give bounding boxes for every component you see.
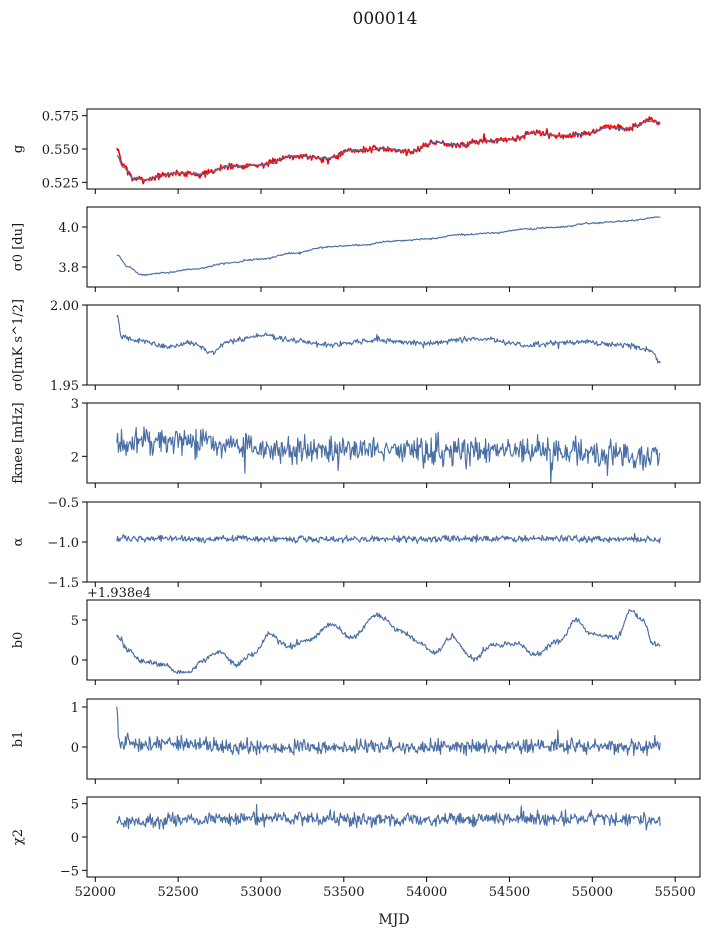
- y-tick-label: 5: [71, 798, 79, 813]
- y-tick-label: −1.0: [47, 536, 79, 551]
- axes-frame: [86, 501, 701, 583]
- y-tick-label: 3.8: [58, 261, 79, 276]
- x-tick-label: 53000: [240, 885, 281, 900]
- y-tick-label: −5: [60, 864, 79, 879]
- x-axis-label: MJD: [378, 912, 409, 928]
- series-line: [116, 609, 661, 674]
- y-axis-label: σ0[mK s^1/2]: [11, 299, 26, 391]
- x-tick-label: 54000: [406, 885, 447, 900]
- series-line: [116, 314, 661, 364]
- y-tick-label: 3: [71, 397, 79, 412]
- y-axis-label: σ0 [du]: [11, 223, 26, 271]
- panel-chi2: −5 0 5 52000 52500 53000 53500 54000 54500 55000 5…: [11, 796, 701, 900]
- axes-frame: [86, 796, 701, 878]
- series-line: [116, 804, 661, 831]
- panel-sigma0-du: 3.8 4.0 σ0 [du]: [11, 206, 701, 292]
- y-axis-label: b0: [11, 632, 26, 649]
- series-line: [116, 533, 661, 544]
- axes-frame: [86, 698, 701, 780]
- panel-fknee: 2 3 fknee [mHz]: [11, 397, 701, 488]
- y-axis-label: α: [11, 537, 26, 546]
- y-axis-label: fknee [mHz]: [11, 402, 26, 483]
- y-tick-label: 0.550: [42, 143, 79, 158]
- series-line: [116, 216, 661, 277]
- y-tick-label: 0: [71, 654, 79, 669]
- y-tick-label: 5: [71, 614, 79, 629]
- panel-alpha: −1.5 −1.0 −0.5 α: [11, 496, 701, 591]
- figure-title: 000014: [353, 9, 418, 29]
- axes-frame: [86, 599, 701, 681]
- y-tick-label: 0.525: [42, 176, 79, 191]
- series-line: [116, 120, 661, 181]
- series-line: [116, 706, 661, 757]
- panel-sigma0-mk: 1.95 2.00 σ0[mK s^1/2]: [11, 299, 701, 394]
- y-axis-label: χ2: [11, 829, 26, 845]
- axes-frame: [86, 304, 701, 386]
- x-tick-label: 53500: [323, 885, 364, 900]
- y-tick-label: −0.5: [47, 496, 79, 511]
- y-axis-label: b1: [11, 731, 26, 748]
- panel-b1: 0 1 b1: [11, 698, 701, 784]
- y-tick-label: 0.575: [42, 110, 79, 125]
- x-tick-label: 55500: [654, 885, 695, 900]
- panel-g: 0.525 0.550 0.575 g: [11, 108, 701, 194]
- y-tick-label: −1.5: [47, 576, 79, 591]
- y-axis-label: g: [11, 145, 26, 153]
- axes-frame: [86, 206, 701, 288]
- y-tick-label: 2: [71, 450, 79, 465]
- x-tick-label: 54500: [489, 885, 530, 900]
- x-tick-label: 55000: [572, 885, 613, 900]
- y-tick-label: 1: [71, 701, 79, 716]
- y-tick-label: 4.0: [58, 221, 79, 236]
- offset-text: +1.938e4: [87, 586, 151, 601]
- y-tick-label: 0: [71, 741, 79, 756]
- y-tick-label: 0: [71, 831, 79, 846]
- y-tick-label: 1.95: [50, 379, 79, 394]
- x-tick-label: 52000: [75, 885, 116, 900]
- axes-frame: [86, 402, 701, 484]
- x-tick-label: 52500: [157, 885, 198, 900]
- series-line: [116, 426, 661, 483]
- y-tick-label: 2.00: [50, 299, 79, 314]
- panel-b0: 0 5 +1.938e4 b0: [11, 586, 701, 685]
